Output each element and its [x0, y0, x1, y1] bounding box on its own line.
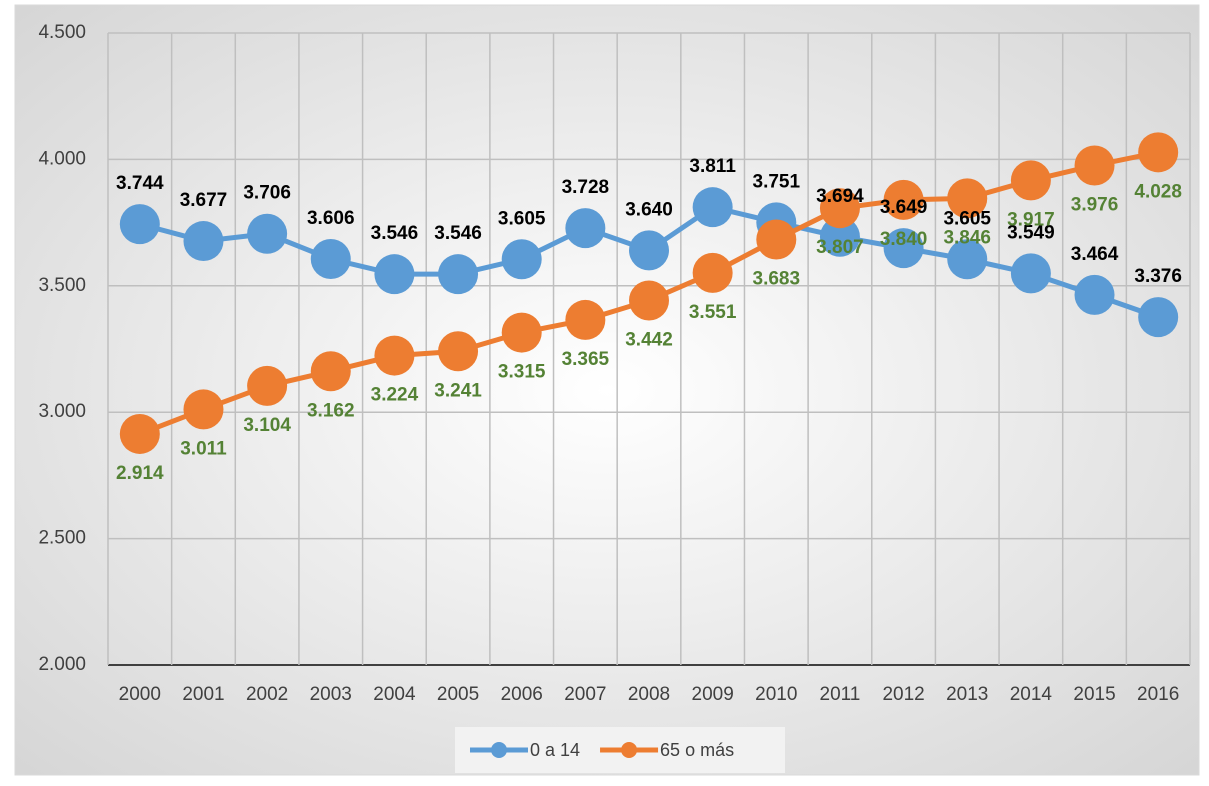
- data-label: 3.605: [943, 208, 991, 229]
- data-label: 3.241: [434, 380, 482, 401]
- x-tick-label: 2003: [310, 684, 352, 705]
- x-tick-label: 2012: [882, 684, 924, 705]
- legend-marker: [491, 742, 507, 758]
- data-label: 3.442: [625, 329, 673, 350]
- marker: [501, 239, 542, 280]
- data-label: 3.683: [753, 269, 801, 290]
- marker: [947, 178, 988, 219]
- data-label: 3.846: [943, 227, 991, 248]
- data-label: 3.011: [180, 438, 227, 459]
- y-tick-label: 2.500: [38, 528, 86, 549]
- y-tick-label: 4.000: [38, 148, 86, 169]
- data-label: 4.028: [1134, 181, 1182, 202]
- x-tick-label: 2008: [628, 684, 670, 705]
- data-label: 3.976: [1071, 194, 1119, 215]
- marker: [1074, 274, 1115, 315]
- marker: [374, 254, 415, 295]
- x-tick-label: 2002: [246, 684, 288, 705]
- marker: [947, 239, 988, 280]
- marker: [819, 188, 860, 229]
- marker: [883, 179, 924, 220]
- data-label: 3.807: [816, 237, 864, 258]
- marker: [310, 239, 351, 280]
- data-label: 3.376: [1134, 266, 1182, 287]
- data-label: 3.551: [689, 302, 737, 323]
- data-label: 3.744: [116, 173, 164, 194]
- data-label: 3.694: [816, 186, 864, 207]
- marker: [119, 413, 160, 454]
- x-tick-label: 2007: [564, 684, 606, 705]
- x-tick-label: 2014: [1010, 684, 1053, 705]
- data-label: 3.917: [1007, 209, 1055, 230]
- x-tick-label: 2009: [692, 684, 734, 705]
- marker: [819, 216, 860, 257]
- data-label: 3.728: [562, 177, 610, 198]
- y-tick-label: 3.500: [38, 275, 86, 296]
- marker: [692, 187, 733, 228]
- x-tick-label: 2006: [501, 684, 543, 705]
- marker: [119, 204, 160, 245]
- data-label: 2.914: [116, 463, 164, 484]
- marker: [692, 252, 733, 293]
- y-tick-label: 2.000: [38, 654, 86, 675]
- y-tick-label: 4.500: [38, 22, 86, 43]
- marker: [1138, 132, 1179, 173]
- marker: [501, 312, 542, 353]
- x-tick-label: 2011: [820, 684, 861, 705]
- marker: [247, 365, 288, 406]
- data-label: 3.315: [498, 362, 546, 383]
- marker: [1010, 160, 1051, 201]
- x-tick-label: 2004: [373, 684, 416, 705]
- x-tick-label: 2016: [1137, 684, 1179, 705]
- data-label: 3.549: [1007, 222, 1055, 243]
- legend-label: 0 a 14: [530, 740, 580, 760]
- chart-area: [14, 4, 1200, 776]
- data-label: 3.546: [434, 223, 482, 244]
- legend-marker: [621, 742, 638, 758]
- marker: [183, 221, 224, 262]
- marker: [310, 351, 351, 392]
- data-label: 3.224: [371, 385, 419, 406]
- x-tick-label: 2000: [119, 684, 161, 705]
- marker: [1010, 253, 1051, 294]
- marker: [756, 219, 797, 260]
- marker: [247, 213, 288, 254]
- data-label: 3.464: [1071, 244, 1119, 265]
- marker: [565, 299, 606, 340]
- marker: [629, 280, 669, 321]
- data-label: 3.640: [625, 199, 673, 220]
- x-tick-label: 2001: [182, 684, 224, 705]
- data-label: 3.706: [243, 183, 291, 204]
- marker: [438, 331, 479, 372]
- x-tick-label: 2005: [437, 684, 479, 705]
- marker: [629, 230, 669, 271]
- marker: [883, 228, 924, 269]
- y-tick-label: 3.000: [38, 401, 86, 422]
- data-label: 3.649: [880, 197, 928, 218]
- data-label: 3.546: [371, 223, 419, 244]
- data-label: 3.162: [307, 400, 355, 421]
- data-label: 3.677: [180, 190, 228, 211]
- data-label: 3.840: [880, 229, 928, 250]
- marker: [565, 208, 606, 249]
- x-tick-label: 2010: [755, 684, 797, 705]
- legend-label: 65 o más: [660, 740, 734, 760]
- marker: [438, 254, 479, 295]
- marker: [374, 335, 415, 376]
- marker: [183, 389, 224, 430]
- data-label: 3.605: [498, 208, 546, 229]
- data-label: 3.811: [689, 156, 736, 177]
- x-tick-label: 2015: [1073, 684, 1115, 705]
- data-label: 3.606: [307, 208, 355, 229]
- x-tick-label: 2013: [946, 684, 988, 705]
- data-label: 3.365: [562, 349, 610, 370]
- data-label: 3.751: [753, 171, 801, 192]
- data-label: 3.104: [243, 415, 291, 436]
- marker: [1074, 145, 1115, 186]
- marker: [1138, 297, 1179, 338]
